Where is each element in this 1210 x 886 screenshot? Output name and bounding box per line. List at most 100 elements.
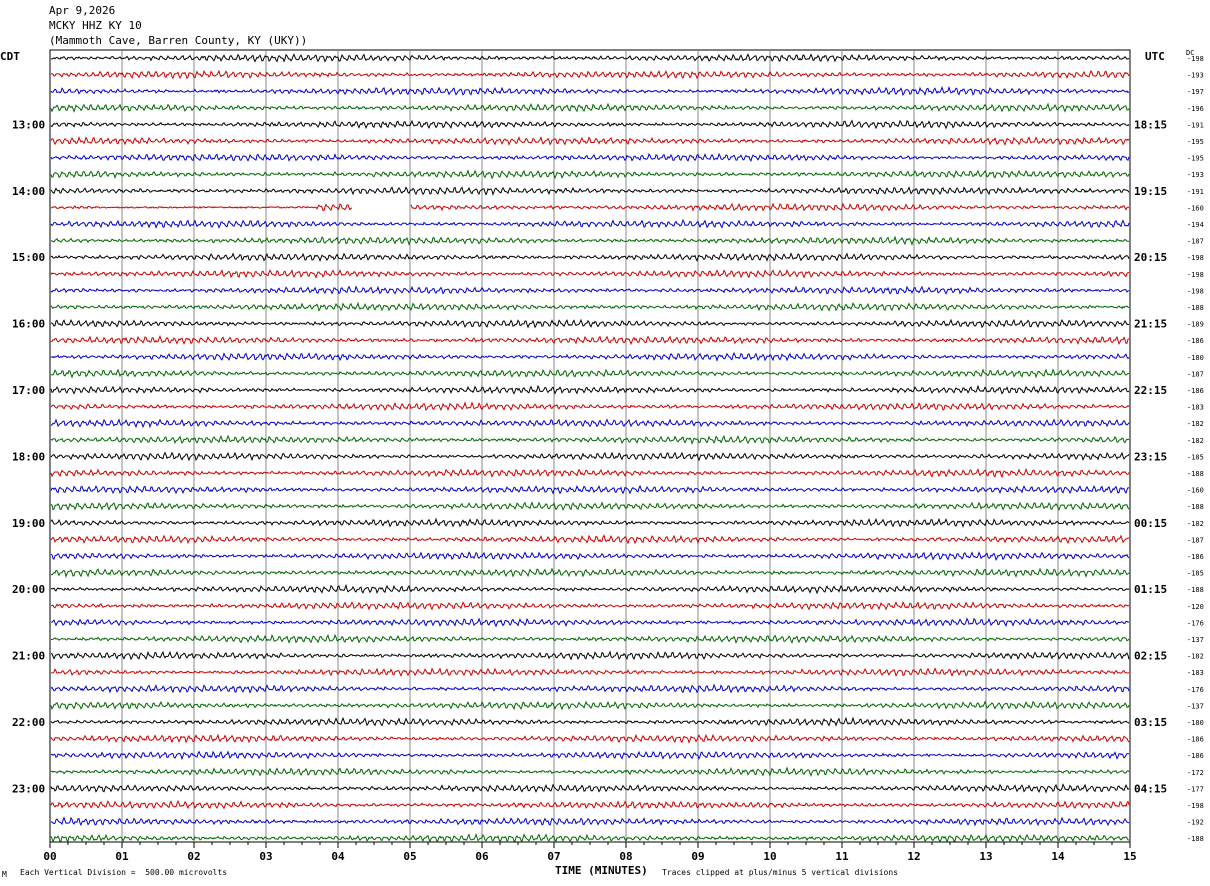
- right-hour-label: 03:15: [1134, 716, 1167, 729]
- dc-offset-label: -186: [1187, 337, 1204, 345]
- trace-row: [50, 135, 1130, 146]
- right-hour-label: 01:15: [1134, 583, 1167, 596]
- left-hour-label: 20:00: [12, 583, 45, 596]
- right-hour-label: 23:15: [1134, 450, 1167, 463]
- dc-offset-label: -160: [1187, 487, 1204, 495]
- x-tick-label: 06: [475, 850, 489, 863]
- trace-row: [50, 667, 1129, 677]
- dc-offset-label: -186: [1187, 553, 1204, 561]
- trace-row: [50, 583, 1130, 595]
- dc-offset-label: -193: [1187, 72, 1204, 80]
- trace-row: [50, 484, 1130, 495]
- header-location: (Mammoth Cave, Barren County, KY (UKY)): [49, 34, 308, 47]
- dc-offset-label: -191: [1187, 121, 1204, 129]
- left-hour-label: 23:00: [12, 782, 45, 795]
- dc-offset-label: -182: [1187, 437, 1204, 445]
- dc-offset-label: -180: [1187, 719, 1204, 727]
- right-hour-label: 18:15: [1134, 118, 1167, 131]
- right-hour-label: 22:15: [1134, 384, 1167, 397]
- dc-offset-label: -186: [1187, 752, 1204, 760]
- trace-row: [50, 384, 1130, 395]
- trace-row: [50, 766, 1130, 777]
- trace-row: [50, 268, 1129, 279]
- logo-icon: M: [2, 870, 7, 879]
- right-timezone-label: UTC: [1145, 50, 1165, 63]
- trace-row: [50, 235, 1130, 246]
- trace-row: [50, 567, 1130, 579]
- scale-note: Each Vertical Division = 500.00 microvol…: [20, 868, 228, 877]
- dc-offset-label: -198: [1187, 55, 1204, 63]
- trace-row: [50, 169, 1130, 180]
- dc-offset-label: -182: [1187, 653, 1204, 661]
- trace-row: [50, 186, 1130, 196]
- dc-offset-label: -188: [1187, 470, 1204, 478]
- x-tick-label: 01: [115, 850, 129, 863]
- trace-row: [50, 501, 1130, 511]
- dc-offset-label: -196: [1187, 105, 1204, 113]
- dc-offset-label: -188: [1187, 835, 1204, 843]
- left-hour-label: 16:00: [12, 318, 45, 331]
- dc-offset-label: -172: [1187, 769, 1204, 777]
- left-hour-label: 22:00: [12, 716, 45, 729]
- trace-row: [50, 716, 1130, 727]
- trace-row: [50, 467, 1130, 479]
- x-tick-label: 02: [187, 850, 200, 863]
- dc-offset-label: -176: [1187, 686, 1204, 694]
- x-tick-label: 15: [1123, 850, 1136, 863]
- trace-row: [50, 633, 1130, 645]
- x-tick-label: 05: [403, 850, 416, 863]
- trace-row: [50, 351, 1130, 363]
- trace-row: [50, 202, 1130, 212]
- right-hour-label: 00:15: [1134, 517, 1167, 530]
- left-hour-label: 18:00: [12, 450, 45, 463]
- dc-offset-label: -195: [1187, 155, 1204, 163]
- x-tick-label: 08: [619, 850, 632, 863]
- trace-row: [50, 451, 1130, 462]
- trace-row: [50, 218, 1130, 229]
- dc-offset-label: -194: [1187, 221, 1204, 229]
- x-tick-label: 12: [907, 850, 920, 863]
- x-axis-title: TIME (MINUTES): [555, 864, 648, 877]
- left-hour-label: 13:00: [12, 118, 45, 131]
- trace-row: [50, 318, 1130, 329]
- x-tick-label: 13: [979, 850, 992, 863]
- dc-offset-label: -187: [1187, 238, 1204, 246]
- dc-offset-label: -182: [1187, 520, 1204, 528]
- left-hour-label: 14:00: [12, 185, 45, 198]
- dc-offset-label: -185: [1187, 570, 1204, 578]
- right-hour-label: 02:15: [1134, 650, 1167, 663]
- dc-offset-label: -198: [1187, 254, 1204, 262]
- trace-row: [50, 152, 1130, 162]
- dc-offset-label: -182: [1187, 420, 1204, 428]
- dc-offset-label: -185: [1187, 453, 1204, 461]
- trace-row: [50, 551, 1130, 561]
- trace-row: [50, 285, 1130, 295]
- trace-row: [50, 816, 1130, 827]
- dc-offset-label: -197: [1187, 88, 1204, 96]
- left-hour-label: 17:00: [12, 384, 45, 397]
- trace-row: [50, 85, 1130, 97]
- trace-row: [50, 418, 1130, 429]
- right-hour-label: 20:15: [1134, 251, 1167, 264]
- trace-row: [50, 700, 1130, 711]
- clip-note: Traces clipped at plus/minus 5 vertical …: [662, 868, 899, 877]
- x-tick-label: 14: [1051, 850, 1065, 863]
- trace-row: [50, 833, 1130, 844]
- trace-row: [50, 434, 1130, 445]
- trace-row: [50, 53, 1130, 63]
- right-hour-label: 19:15: [1134, 185, 1167, 198]
- dc-offset-label: -180: [1187, 354, 1204, 362]
- header-date: Apr 9,2026: [49, 4, 116, 17]
- x-tick-label: 10: [763, 850, 776, 863]
- dc-offset-label: -192: [1187, 819, 1204, 827]
- x-tick-label: 11: [835, 850, 849, 863]
- dc-offset-label: -176: [1187, 619, 1204, 627]
- right-hour-label: 04:15: [1134, 782, 1167, 795]
- dc-offset-label: -137: [1187, 702, 1204, 710]
- dc-offset-label: -183: [1187, 669, 1204, 677]
- dc-offset-label: -187: [1187, 370, 1204, 378]
- dc-offset-label: -188: [1187, 586, 1204, 594]
- trace-row: [50, 401, 1130, 412]
- dc-offset-label: -183: [1187, 404, 1204, 412]
- trace-row: [50, 252, 1130, 263]
